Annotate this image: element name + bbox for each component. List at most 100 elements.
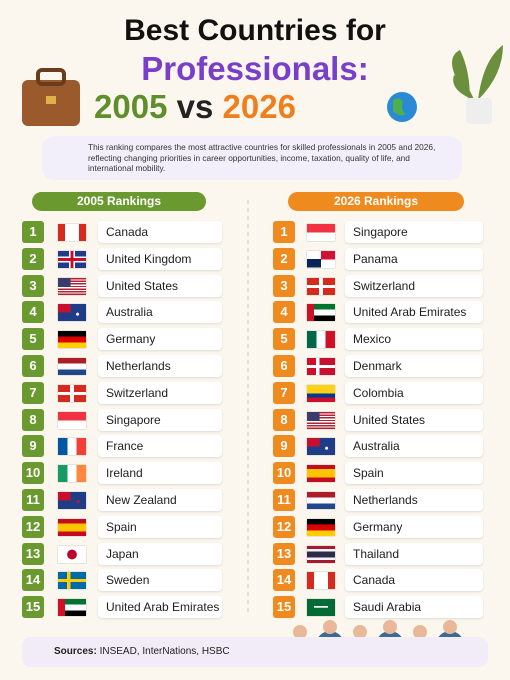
footer-label: Sources: <box>54 646 97 657</box>
flag <box>307 277 335 295</box>
flag <box>58 518 86 536</box>
flag <box>307 250 335 268</box>
country: Singapore <box>345 221 483 243</box>
rank: 15 <box>273 596 295 619</box>
flag <box>58 250 86 268</box>
rank: 12 <box>22 515 44 538</box>
country: Spain <box>98 515 222 538</box>
rank: 10 <box>273 462 295 485</box>
rank: 9 <box>273 435 295 458</box>
flag <box>58 599 86 617</box>
footer-box <box>22 637 488 667</box>
country: Singapore <box>98 408 222 431</box>
rank: 1 <box>273 221 295 243</box>
rank: 8 <box>22 408 44 431</box>
flag <box>58 331 86 349</box>
flag <box>58 465 86 483</box>
country: Sweden <box>98 569 222 592</box>
country: Switzerland <box>98 381 222 404</box>
country: United Arab Emirates <box>98 596 222 619</box>
footer: Sources: INSEAD, InterNations, HSBC <box>54 646 230 657</box>
country: New Zealand <box>98 489 222 511</box>
country: Switzerland <box>345 274 483 297</box>
flag <box>307 384 335 402</box>
country: Colombia <box>345 381 483 404</box>
flag <box>307 572 335 590</box>
flag <box>307 358 335 375</box>
rank: 4 <box>22 301 44 324</box>
rank: 6 <box>22 355 44 377</box>
rank: 11 <box>22 489 44 511</box>
flag <box>58 358 86 375</box>
list-heading: 2005 Rankings <box>32 192 206 211</box>
year-2005: 2005 <box>94 88 168 125</box>
intro-box <box>42 136 462 180</box>
rank: 12 <box>273 515 295 538</box>
flag <box>58 411 86 429</box>
rank: 13 <box>22 542 44 565</box>
country: Germany <box>345 515 483 538</box>
country: Mexico <box>345 328 483 351</box>
rank: 3 <box>273 274 295 297</box>
flag <box>307 224 335 241</box>
flag <box>58 304 86 322</box>
rank: 7 <box>273 381 295 404</box>
flag <box>307 599 335 617</box>
rank: 15 <box>22 596 44 619</box>
flag <box>58 438 86 456</box>
rank: 9 <box>22 435 44 458</box>
rank: 11 <box>273 489 295 511</box>
country: United Kingdom <box>98 247 222 270</box>
rank: 10 <box>22 462 44 485</box>
rank: 5 <box>273 328 295 351</box>
flag <box>58 277 86 295</box>
country: United States <box>98 274 222 297</box>
rank: 14 <box>273 569 295 592</box>
rank: 6 <box>273 355 295 377</box>
intro-text: This ranking compares the most attractiv… <box>88 142 436 173</box>
country: Canada <box>345 569 483 592</box>
country: Saudi Arabia <box>345 596 483 619</box>
country: United States <box>345 408 483 431</box>
country: Australia <box>345 435 483 458</box>
rank: 3 <box>22 274 44 297</box>
flag <box>307 545 335 563</box>
country: Canada <box>98 221 222 243</box>
list-heading: 2026 Rankings <box>288 192 464 211</box>
flag <box>58 572 86 590</box>
flag <box>58 224 86 241</box>
rank: 14 <box>22 569 44 592</box>
country: Thailand <box>345 542 483 565</box>
country: Spain <box>345 462 483 485</box>
footer-text: INSEAD, InterNations, HSBC <box>99 646 230 657</box>
rank: 2 <box>22 247 44 270</box>
country: Ireland <box>98 462 222 485</box>
country: Japan <box>98 542 222 565</box>
rank: 4 <box>273 301 295 324</box>
flag <box>307 465 335 483</box>
flag <box>307 492 335 509</box>
country: Panama <box>345 247 483 270</box>
flag <box>307 304 335 322</box>
country: France <box>98 435 222 458</box>
country: Netherlands <box>98 355 222 377</box>
country: Germany <box>98 328 222 351</box>
year-2026: 2026 <box>222 88 296 125</box>
rank: 2 <box>273 247 295 270</box>
rank: 5 <box>22 328 44 351</box>
rank: 8 <box>273 408 295 431</box>
vs: vs <box>176 88 214 125</box>
flag <box>307 411 335 429</box>
title-line2: Professionals: <box>141 50 369 87</box>
country: Australia <box>98 301 222 324</box>
rank: 1 <box>22 221 44 243</box>
flag <box>307 331 335 349</box>
title-line1: Best Countries for <box>124 14 386 47</box>
rank: 7 <box>22 381 44 404</box>
country: United Arab Emirates <box>345 301 483 324</box>
country: Denmark <box>345 355 483 377</box>
flag <box>307 518 335 536</box>
flag <box>58 384 86 402</box>
rank: 13 <box>273 542 295 565</box>
